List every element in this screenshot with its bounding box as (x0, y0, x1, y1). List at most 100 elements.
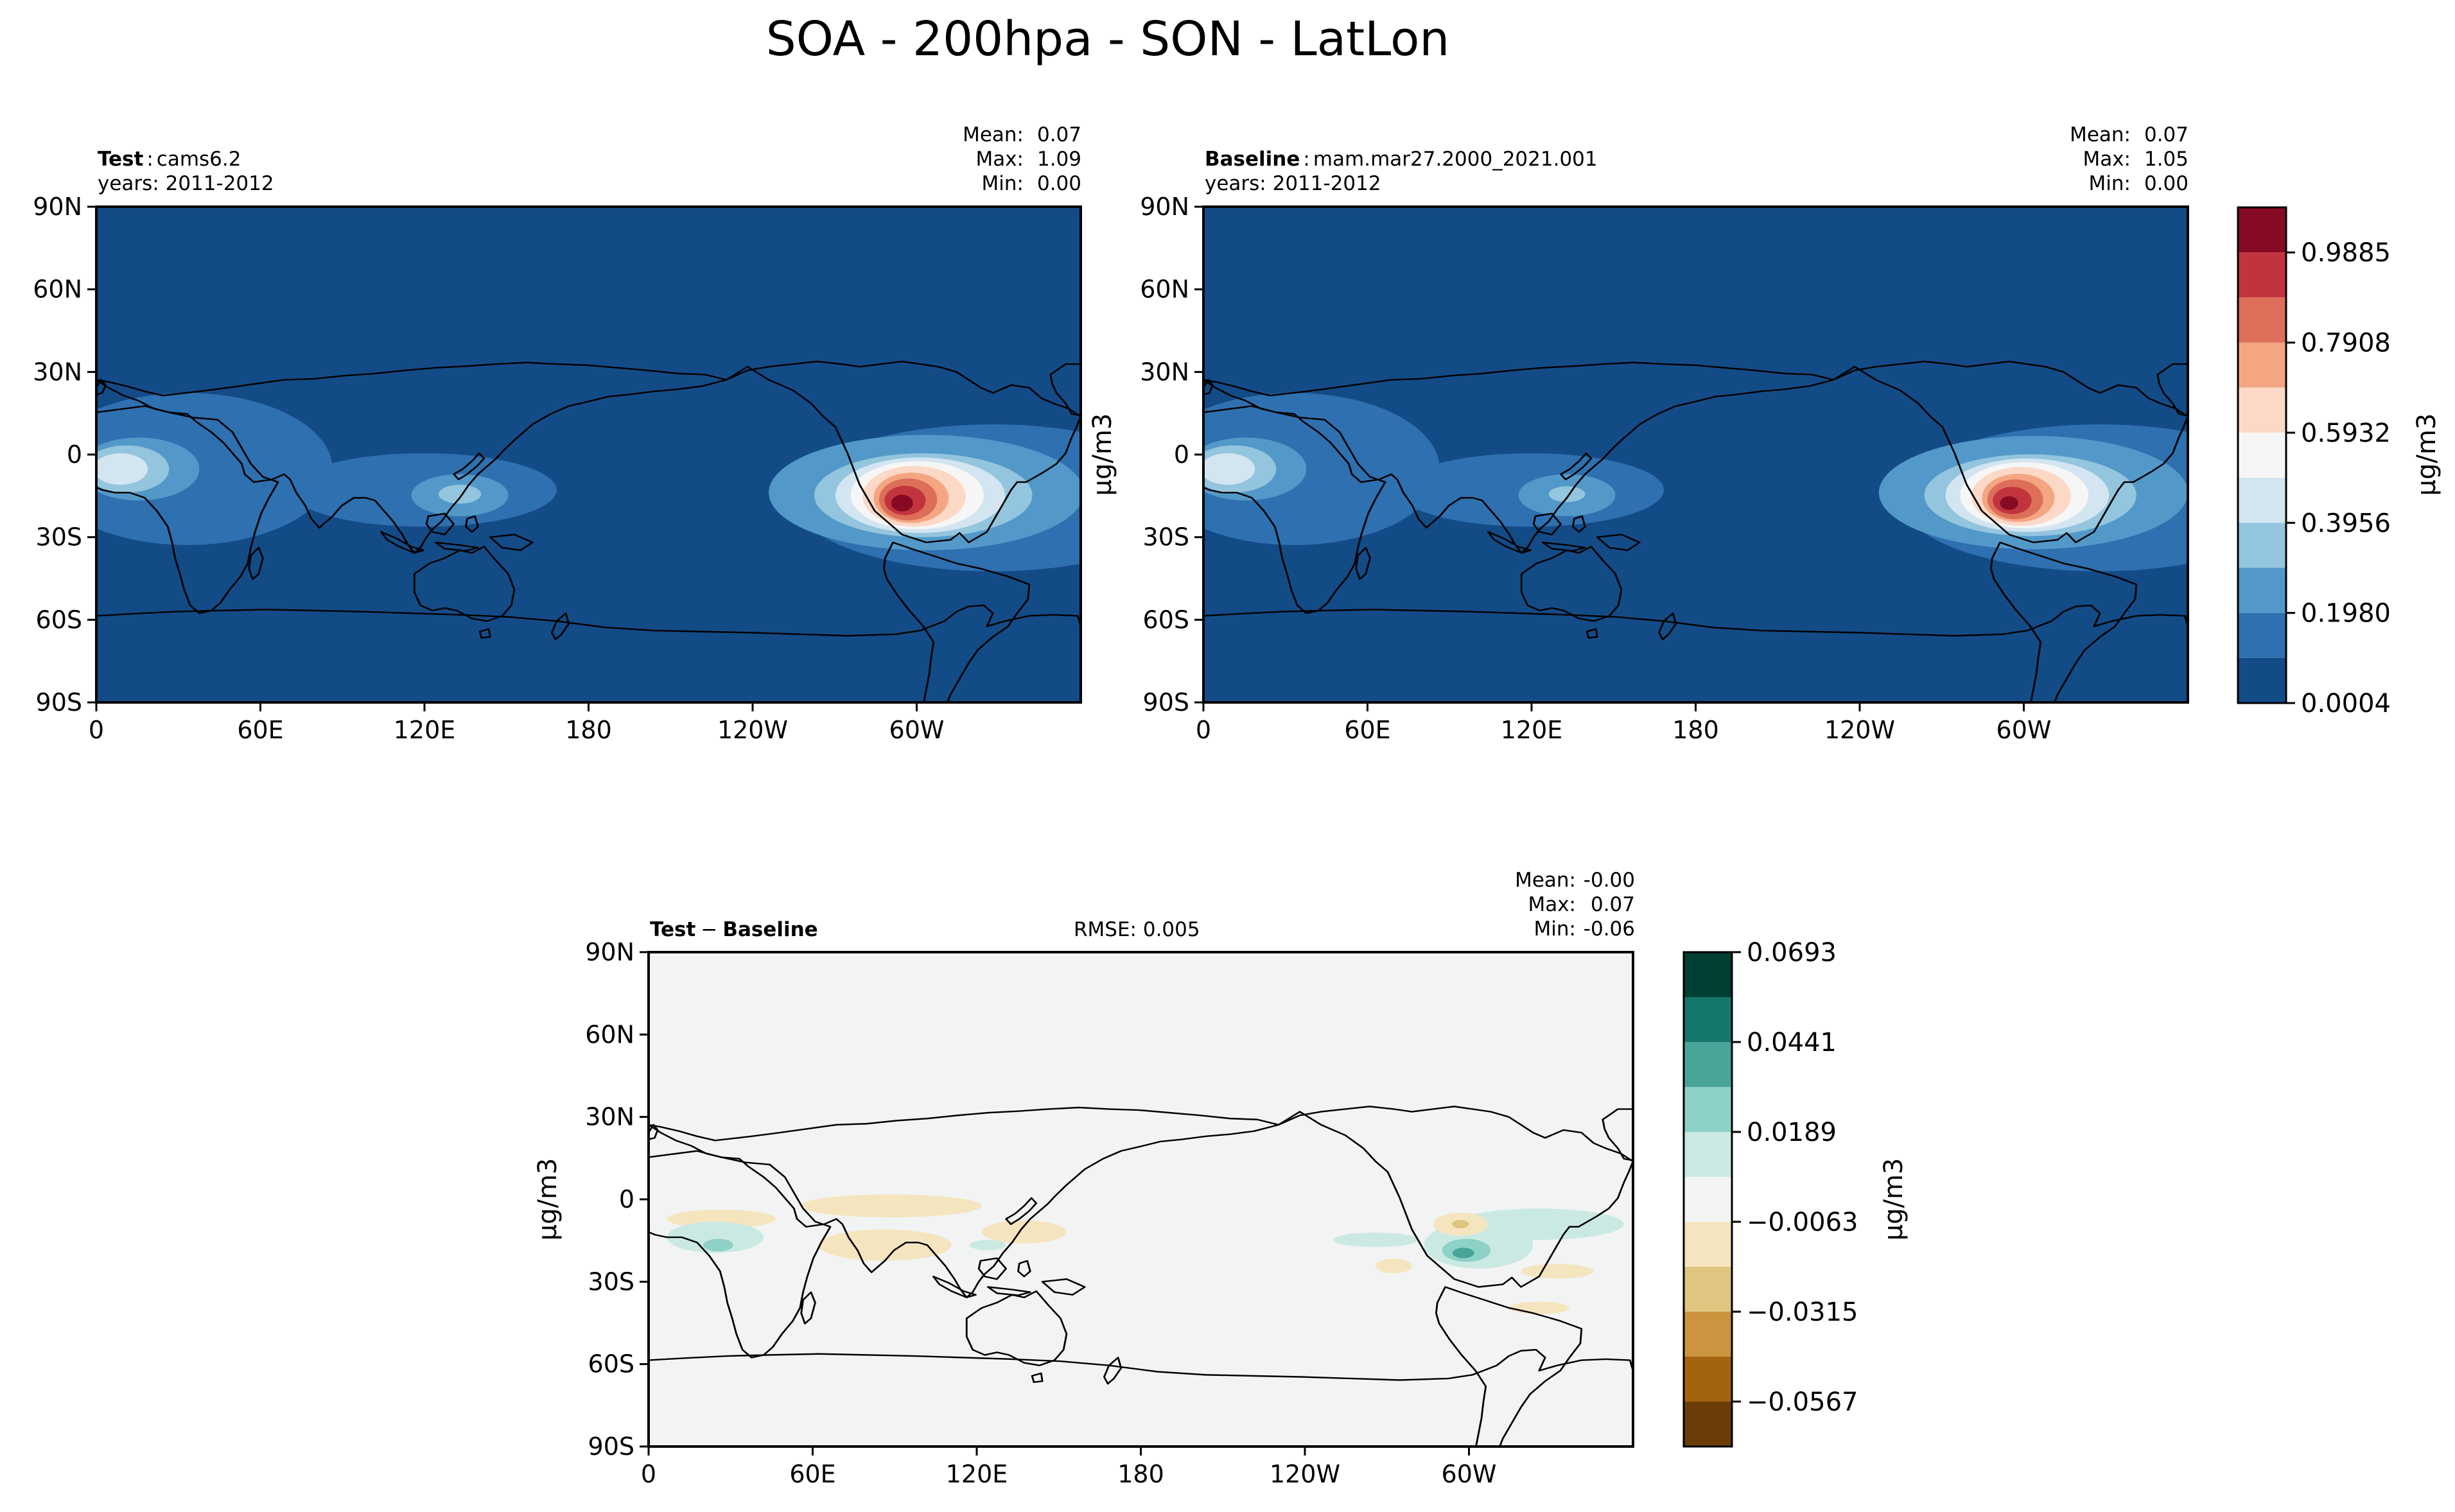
diff-stat-mean-value: -0.00 (1584, 869, 1635, 892)
baseline-colorbar-tick-label: 0.1980 (2301, 599, 2391, 629)
baseline-amazon-plume (1878, 435, 2188, 550)
diff-colorbar-tick-label: 0.0441 (1747, 1028, 1837, 1057)
baseline-stat-max-label: Max: (2083, 148, 2131, 171)
test-x-tick-label: 120E (394, 716, 456, 744)
test-y-tick-label: 30S (36, 523, 82, 552)
diff-y-tick-label: 60N (585, 1020, 634, 1048)
diff-anomaly-south-atlantic-neg-2 (1508, 1301, 1569, 1314)
test-amazon-plume (769, 435, 1081, 551)
test-y-tick-label: 0 (67, 440, 82, 469)
baseline-y-tick-label: 90N (1140, 193, 1189, 221)
test-africa-level-4 (96, 453, 148, 485)
baseline-y-tick-label: 60N (1140, 275, 1189, 304)
baseline-colorbar (2237, 206, 2287, 704)
diff-anomaly-east-pacific-pos (1333, 1232, 1419, 1247)
baseline-africa-level-4 (1203, 453, 1255, 485)
baseline-stat-mean-label: Mean: (2070, 123, 2131, 146)
baseline-y-tick-label: 30N (1140, 358, 1189, 386)
diff-colorbar-level-4 (1684, 1222, 1732, 1267)
baseline-colorbar-level-9 (2238, 252, 2286, 298)
diff-y-tick-label: 60S (588, 1350, 634, 1378)
diff-colorbar-label: μg/m3 (1879, 1158, 1909, 1241)
baseline-x-tick-label: 120E (1501, 716, 1563, 744)
test-y-tick-label: 90S (36, 688, 82, 717)
test-contour-band-africa (96, 393, 333, 545)
diff-x-tick-label: 60W (1442, 1460, 1497, 1488)
baseline-colorbar-level-7 (2238, 342, 2286, 388)
baseline-colorbar-tick-label: 0.0004 (2301, 689, 2391, 718)
diff-colorbar-tick-label: −0.0063 (1747, 1208, 1858, 1237)
baseline-x-tick-label: 0 (1196, 716, 1211, 744)
diff-y-tick-label: 90S (588, 1432, 634, 1461)
test-years: years: 2011-2012 (98, 172, 274, 195)
baseline-colorbar-level-8 (2238, 297, 2286, 343)
panel-baseline: Baseline: mam.mar27.2000_2021.001 years: … (1088, 123, 2442, 704)
baseline-map (1203, 207, 2188, 702)
baseline-stat-max-value: 1.05 (2144, 148, 2189, 171)
baseline-y-tick-label: 30S (1143, 523, 1189, 552)
diff-anomaly-indonesia-pos (969, 1240, 1006, 1251)
diff-colorbar-frame (1682, 951, 1733, 1448)
diff-label-test: Test (650, 918, 696, 941)
test-label: Test: cams6.2 (98, 148, 241, 171)
baseline-colorbar-tick-label: 0.3956 (2301, 508, 2391, 538)
diff-anomaly-africa-pos (667, 1221, 764, 1253)
panel-diff: Test − Baseline RMSE: 0.005 Mean: -0.00 Ma… (533, 869, 1909, 1448)
diff-label-baseline: Baseline (722, 918, 817, 941)
diff-colorbar-tick-label: −0.0315 (1747, 1298, 1858, 1327)
diff-map (649, 952, 1633, 1447)
test-stat-mean-label: Mean: (963, 123, 1024, 146)
baseline-stat-min-value: 0.00 (2144, 172, 2189, 195)
diff-anomaly-africa-pos-core (703, 1238, 734, 1252)
baseline-y-tick-label: 0 (1174, 440, 1189, 469)
test-y-tick-label: 30N (33, 358, 82, 386)
diff-x-tick-label: 120W (1270, 1460, 1340, 1488)
diff-colorbar-level-8 (1684, 1042, 1732, 1087)
diff-colorbar-level-1 (1684, 1357, 1732, 1402)
test-y-tick-label: 60S (36, 605, 82, 634)
diff-y-tick-label: 30S (588, 1267, 634, 1296)
diff-colorbar-level-2 (1684, 1312, 1732, 1357)
test-stat-mean-value: 0.07 (1037, 123, 1081, 146)
test-stat-min-value: 0.00 (1037, 172, 1081, 195)
baseline-label-bold: Baseline (1205, 148, 1300, 171)
baseline-colorbar-tick-label: 0.5932 (2301, 419, 2391, 448)
test-x-tick-label: 0 (89, 716, 104, 744)
test-stats: Mean: 0.07 Max: 1.09 Min: 0.00 (963, 123, 1081, 195)
baseline-amazon-level-10 (2000, 496, 2018, 510)
diff-background-field (649, 952, 1633, 1447)
diff-stats: Mean: -0.00 Max: 0.07 Min: -0.06 (1515, 869, 1635, 941)
baseline-stat-mean-value: 0.07 (2144, 123, 2189, 146)
diff-colorbar-level-3 (1684, 1267, 1732, 1312)
baseline-colorbar-level-6 (2238, 387, 2286, 433)
diff-colorbar-level-10 (1684, 952, 1732, 997)
baseline-colorbar-tick-label: 0.9885 (2301, 238, 2391, 268)
baseline-years: years: 2011-2012 (1205, 172, 1381, 195)
diff-stat-mean-label: Mean: (1515, 869, 1576, 892)
baseline-name: mam.mar27.2000_2021.001 (1313, 148, 1598, 171)
diff-y-axis-label: μg/m3 (533, 1158, 563, 1241)
baseline-x-tick-label: 60E (1344, 716, 1390, 744)
diff-anomaly-east-pacific-neg (1376, 1258, 1412, 1274)
baseline-x-tick-label: 120W (1824, 716, 1895, 744)
baseline-asia-level-3 (1548, 486, 1586, 502)
diff-stat-max-label: Max: (1528, 893, 1576, 916)
diff-anomaly-pacific-neg (981, 1221, 1067, 1244)
test-y-tick-label: 90N (33, 193, 82, 221)
diff-stat-min-value: -0.06 (1584, 917, 1635, 941)
baseline-colorbar-level-2 (2238, 568, 2286, 613)
baseline-stat-min-label: Min: (2089, 172, 2131, 195)
diff-anomaly-south-atlantic-neg (1521, 1264, 1594, 1279)
test-map (96, 207, 1081, 702)
test-x-tick-label: 60E (237, 716, 283, 744)
diff-stat-min-label: Min: (1534, 917, 1576, 941)
test-x-tick-label: 120W (717, 716, 788, 744)
diff-x-tick-label: 60E (789, 1460, 835, 1488)
test-y-tick-label: 60N (33, 275, 82, 304)
diff-colorbar-tick-label: 0.0189 (1747, 1118, 1837, 1147)
test-label-bold: Test (98, 148, 144, 171)
test-x-tick-label: 60W (889, 716, 945, 744)
baseline-colorbar-level-10 (2238, 207, 2286, 253)
